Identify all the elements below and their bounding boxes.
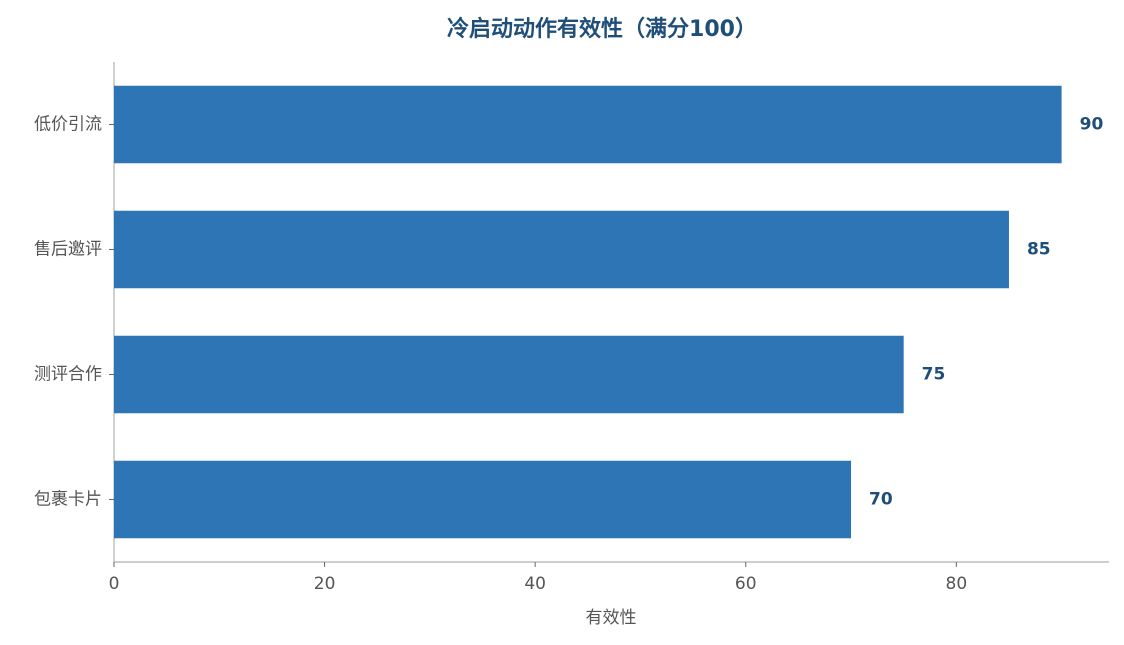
value-label: 70 xyxy=(869,490,893,510)
value-label: 85 xyxy=(1027,240,1051,260)
y-tick-label: 包裹卡片 xyxy=(34,490,102,510)
value-label: 90 xyxy=(1080,115,1104,135)
x-tick-label: 40 xyxy=(524,574,546,594)
x-tick-label: 60 xyxy=(735,574,757,594)
x-axis-label: 有效性 xyxy=(586,608,637,628)
x-tick-label: 80 xyxy=(946,574,968,594)
y-tick-label: 低价引流 xyxy=(34,115,102,135)
bar xyxy=(114,85,1062,164)
bar xyxy=(114,460,852,539)
x-tick-label: 0 xyxy=(109,574,120,594)
y-tick-label: 测评合作 xyxy=(34,365,102,385)
y-tick-label: 售后邀评 xyxy=(34,240,102,260)
x-tick-label: 20 xyxy=(314,574,336,594)
bar xyxy=(114,210,1009,289)
chart-title: 冷启动动作有效性（满分100） xyxy=(447,16,757,42)
bar xyxy=(114,335,904,414)
value-label: 75 xyxy=(922,365,946,385)
